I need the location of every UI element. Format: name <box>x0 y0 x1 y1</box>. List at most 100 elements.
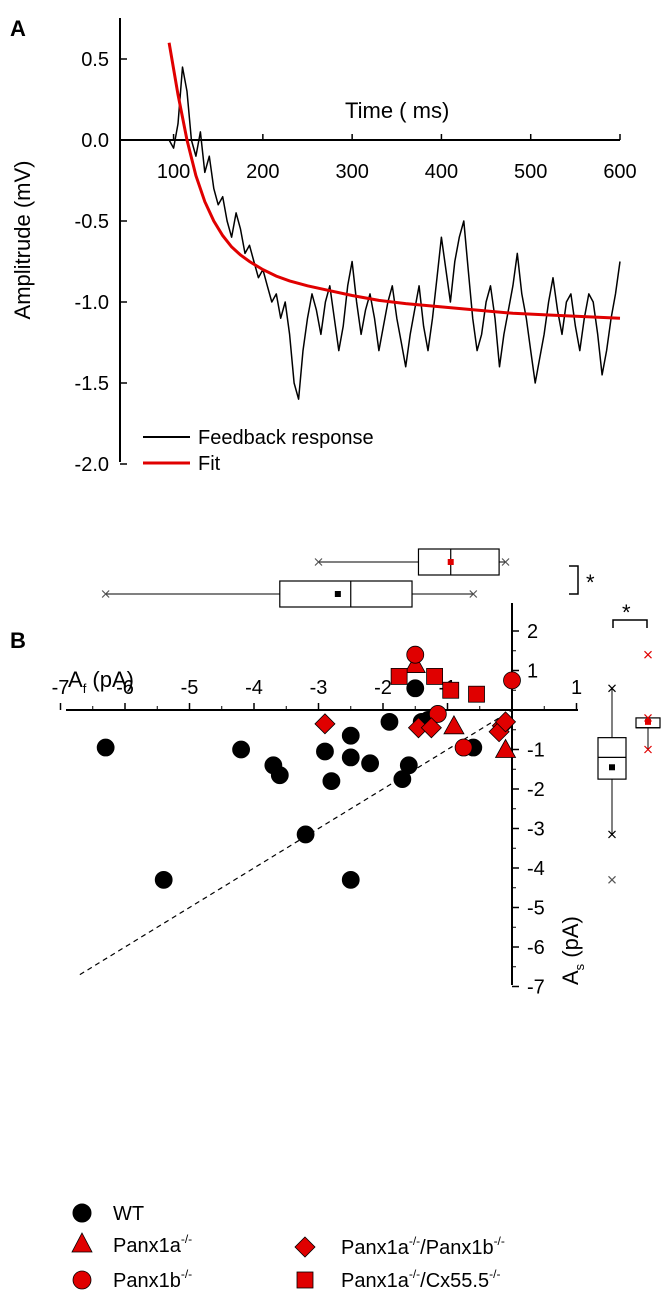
boxplot-as-wt <box>597 684 627 884</box>
boxplot-min-marker <box>101 590 110 598</box>
point-wt <box>341 726 360 745</box>
point-wt <box>341 870 360 889</box>
point-wt <box>380 712 399 731</box>
y-tick-label: -1 <box>527 740 545 762</box>
point-wt <box>316 742 334 761</box>
boxplot-mean <box>334 591 341 597</box>
x-tick-label: 400 <box>425 161 458 183</box>
y-tick-label: 1 <box>527 661 538 683</box>
point-panx1b <box>503 671 521 690</box>
y-tick-label: -2 <box>527 779 545 801</box>
legend-label-panx1b: Panx1b-/- <box>113 1267 192 1292</box>
boxplot-outlier <box>608 875 616 884</box>
point-panx1a-cx55-5 <box>390 668 408 685</box>
point-wt <box>96 738 115 757</box>
y-tick-label: -7 <box>527 977 545 999</box>
point-panx1a-cx55-5 <box>426 668 444 685</box>
identity-diagonal-line <box>79 709 513 976</box>
boxplots <box>101 548 661 884</box>
point-wt <box>270 766 289 785</box>
boxplot-box <box>417 548 500 576</box>
legend-label-panx1a: Panx1a-/- <box>113 1232 192 1257</box>
point-panx1a-cx55-5 <box>468 685 485 703</box>
boxplot-box <box>597 737 627 780</box>
boxplot-min-marker <box>644 745 652 754</box>
x-tick-label: -5 <box>181 677 199 699</box>
y-tick-label: -6 <box>527 937 545 959</box>
panel-a-x-axis-label: Time ( ms) <box>345 98 449 123</box>
legend-label-panx1a-cx55: Panx1a-/-/Cx55.5-/- <box>341 1267 500 1292</box>
legend-label-panx1a-panx1b: Panx1a-/-/Panx1b-/- <box>341 1234 505 1259</box>
point-wt <box>154 870 173 889</box>
y-tick-label: -0.5 <box>75 211 109 233</box>
legend-marker-panx1a <box>71 1232 93 1253</box>
legend-marker-panx1b <box>72 1270 92 1290</box>
point-panx1a-panx1b <box>494 711 517 733</box>
significance-bracket-af <box>569 565 579 595</box>
y-tick-label: -1.0 <box>75 292 109 314</box>
y-tick-label: -5 <box>527 898 545 920</box>
panel-a-ticks: 100 200 300 400 500 600 0.5 0.0 -0.5 -1.0 -1.5 -2.0 <box>75 49 637 476</box>
y-tick-label: -4 <box>527 858 545 880</box>
boxplot-min-marker <box>608 830 616 839</box>
panel-a-y-axis-label: Amplitrude (mV) <box>10 161 35 320</box>
y-tick-label: 2 <box>527 621 538 643</box>
point-panx1b <box>428 705 447 723</box>
y-tick-label: -3 <box>527 819 545 841</box>
boxplot-max-marker <box>644 713 652 722</box>
y-tick-label: -1.5 <box>75 373 109 395</box>
legend-label-fit: Fit <box>198 453 221 475</box>
x-tick-label: -6 <box>116 677 134 699</box>
significance-star-af: * <box>586 570 595 595</box>
x-tick-label: -7 <box>52 677 70 699</box>
panel-b-legend: WT Panx1a-/- Panx1b-/- Panx1a-/-/Panx1b-… <box>71 1203 505 1292</box>
boxplot-min-marker <box>314 558 323 566</box>
legend-marker-panx1a-cx55 <box>296 1271 314 1289</box>
boxplot-max-marker <box>501 558 510 566</box>
point-wt <box>322 772 341 790</box>
panel-b-y-axis-label: As (pA) <box>558 916 587 985</box>
point-panx1a-panx1b <box>420 717 442 739</box>
panel-b-label: B <box>10 628 26 653</box>
boxplot-mean <box>447 559 454 565</box>
x-tick-label: 100 <box>157 161 190 183</box>
panel-a: A 100 200 300 400 500 600 0.5 0.0 -0.5 -1.0 -1.5 -2… <box>10 16 637 476</box>
x-tick-label: -2 <box>374 677 392 699</box>
point-panx1a <box>494 738 517 758</box>
x-tick-label: -4 <box>245 677 263 699</box>
point-wt <box>296 825 315 844</box>
x-tick-label: 500 <box>514 161 547 183</box>
significance-star-as: * <box>622 600 631 625</box>
boxplot-mean <box>609 764 615 771</box>
x-tick-label: -3 <box>310 677 328 699</box>
panel-a-legend: Feedback response Fit <box>143 427 374 475</box>
legend-label-feedback-response: Feedback response <box>198 427 374 449</box>
panel-a-label: A <box>10 16 26 41</box>
y-tick-label: 0.0 <box>81 130 109 152</box>
x-tick-label: 1 <box>571 677 582 699</box>
point-wt <box>406 679 425 698</box>
scatter-markers <box>96 645 521 889</box>
boxplot-af-wt <box>101 580 478 608</box>
boxplot-max-marker <box>608 684 616 693</box>
boxplot-mean <box>645 718 651 725</box>
fit-line <box>167 42 621 320</box>
y-tick-label: 0.5 <box>81 49 109 71</box>
point-panx1b <box>454 738 473 757</box>
legend-marker-wt <box>72 1203 92 1223</box>
boxplot-outlier <box>644 650 652 659</box>
point-panx1a-cx55-5 <box>442 681 460 699</box>
point-wt <box>399 756 418 775</box>
point-panx1a-panx1b <box>314 713 336 735</box>
y-tick-label: -2.0 <box>75 454 109 476</box>
point-wt <box>361 754 380 773</box>
point-panx1a <box>443 714 465 735</box>
x-tick-label: 300 <box>335 161 368 183</box>
legend-marker-panx1a-panx1b <box>294 1236 316 1258</box>
boxplot-af-mutant <box>314 548 510 576</box>
legend-label-wt: WT <box>113 1203 144 1225</box>
boxplot-max-marker <box>469 590 478 598</box>
significance-bracket-as <box>612 619 648 628</box>
point-wt <box>232 740 251 759</box>
